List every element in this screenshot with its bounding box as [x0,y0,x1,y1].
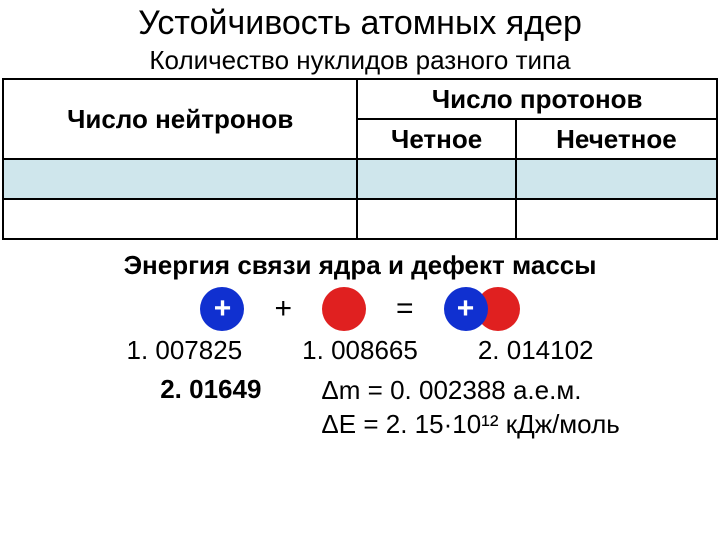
cell-oo [516,199,717,239]
deuteron-pair: + [444,287,520,331]
delta-block: Δm = 0. 002388 а.е.м. ΔE = 2. 15·10¹² кД… [321,374,619,442]
cell-ee [357,159,515,199]
equation-row: + + = + [0,287,720,331]
mass-proton: 1. 007825 [126,335,242,366]
row-odd-label [3,199,357,239]
page-subtitle: Количество нуклидов разного типа [0,45,720,76]
col-odd: Нечетное [516,119,717,159]
binding-energy-section: Энергия связи ядра и дефект массы + + = … [0,250,720,442]
mass-neutron: 1. 008665 [302,335,418,366]
cell-eo [516,159,717,199]
nuclide-table: Число нейтронов Число протонов Четное Не… [2,78,718,240]
mass-deuteron: 2. 014102 [478,335,594,366]
row-even-label [3,159,357,199]
col-even: Четное [357,119,515,159]
section2-title: Энергия связи ядра и дефект массы [0,250,720,281]
delta-e: ΔE = 2. 15·10¹² кДж/моль [321,408,619,442]
delta-m: Δm = 0. 002388 а.е.м. [321,374,619,408]
equals-sign: = [396,292,414,326]
header-neutron: Число нейтронов [3,79,357,159]
mass-sum: 2. 01649 [100,374,261,442]
cell-oe [357,199,515,239]
page-title: Устойчивость атомных ядер [0,4,720,43]
mass-row: 1. 007825 1. 008665 2. 014102 [0,335,720,366]
plus-sign: + [274,292,292,326]
header-proton: Число протонов [357,79,717,119]
deuteron-proton: + [444,287,488,331]
proton-circle: + [200,287,244,331]
neutron-circle [322,287,366,331]
result-row: 2. 01649 Δm = 0. 002388 а.е.м. ΔE = 2. 1… [0,374,720,442]
